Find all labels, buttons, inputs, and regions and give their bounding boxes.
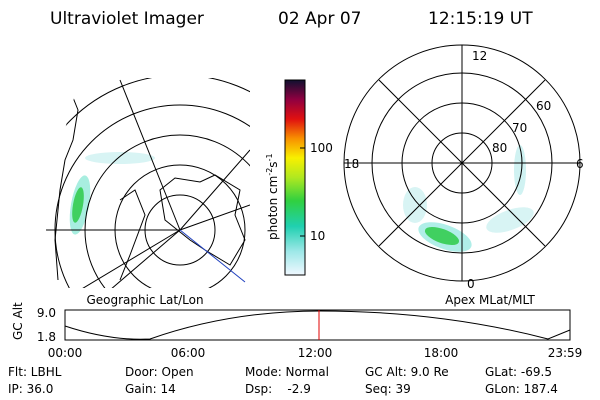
colorbar-tick: 100	[310, 141, 333, 155]
timeline-tick: 9.0	[37, 306, 56, 320]
footer-field: IP: 36.0	[8, 382, 53, 396]
panel-title: Geographic Lat/Lon	[86, 293, 203, 307]
colorbar-label: photon cm-2s-1	[265, 153, 280, 240]
timeline-tick: 1.8	[37, 330, 56, 344]
mlt-label: 6	[576, 157, 584, 171]
mlt-label: 12	[472, 49, 487, 63]
time-tick: 12:00	[298, 346, 333, 360]
footer-field: GC Alt: 9.0 Re	[365, 365, 449, 379]
footer-field: Door: Open	[125, 365, 194, 379]
time-tick: 00:00	[48, 346, 83, 360]
time: 12:15:19 UT	[428, 9, 533, 29]
footer: Flt: LBHL Door: Open Mode: Normal GC Alt…	[8, 365, 558, 396]
time-tick: 18:00	[424, 346, 459, 360]
lat-label: 70	[512, 121, 527, 135]
timeline-box	[64, 309, 571, 341]
footer-field: Dsp: -2.9	[245, 382, 311, 396]
mlt-label: 18	[344, 157, 359, 171]
time-tick: 06:00	[171, 346, 206, 360]
colorbar-tick: 10	[310, 229, 325, 243]
footer-field: Flt: LBHL	[8, 365, 62, 379]
polar-plot	[343, 44, 581, 282]
geo-map	[44, 78, 250, 288]
footer-field: GLon: 187.4	[485, 382, 558, 396]
lat-label: 60	[536, 99, 551, 113]
panel-title: Apex MLat/MLT	[445, 293, 535, 307]
altitude-curve	[64, 310, 571, 340]
date: 02 Apr 07	[278, 9, 361, 29]
colorbar	[284, 79, 306, 276]
timeline-axis-label: GC Alt	[11, 302, 25, 340]
footer-field: Mode: Normal	[245, 365, 329, 379]
footer-field: Seq: 39	[365, 382, 411, 396]
footer-field: Gain: 14	[125, 382, 176, 396]
footer-field: GLat: -69.5	[485, 365, 552, 379]
title: Ultraviolet Imager	[50, 9, 204, 29]
mlt-label: 0	[467, 277, 475, 291]
lat-label: 80	[492, 141, 507, 155]
time-tick: 23:59	[548, 346, 583, 360]
